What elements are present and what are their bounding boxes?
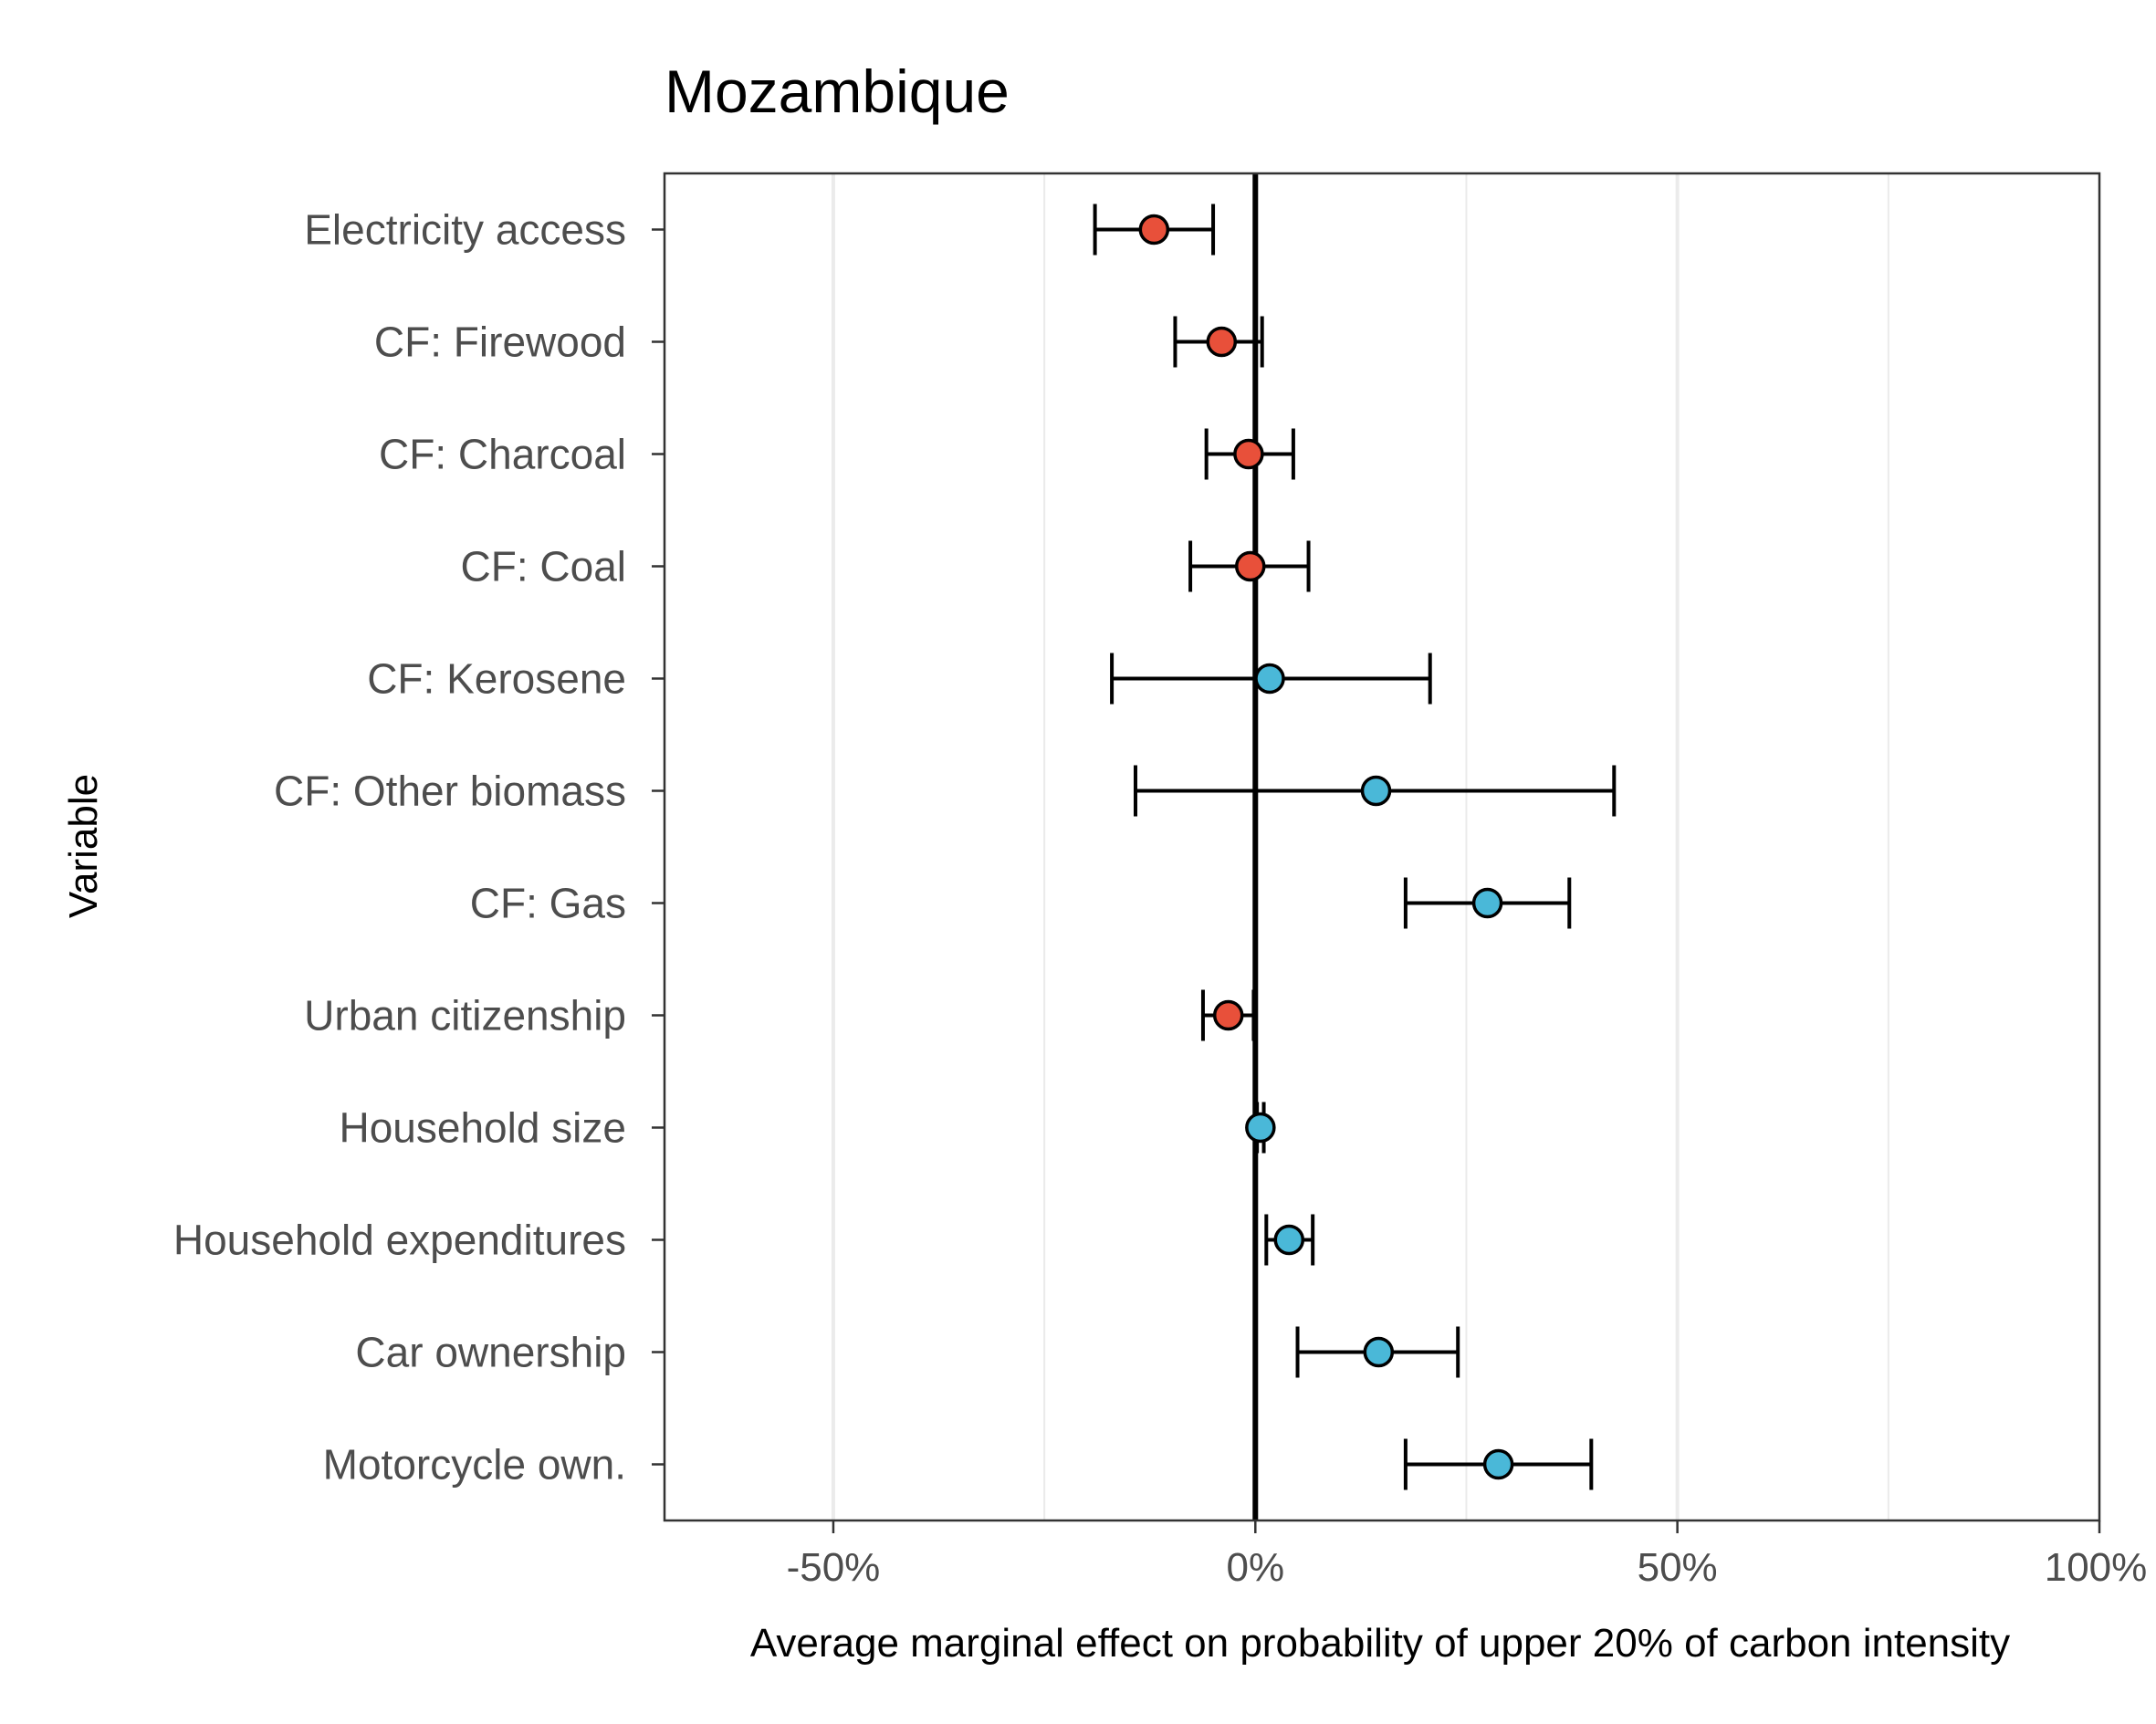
y-category-label: CF: Coal (461, 543, 626, 590)
estimate-point (1360, 775, 1392, 807)
x-tick-label: 100% (2045, 1545, 2148, 1590)
x-tick-label: 0% (1226, 1545, 1284, 1590)
y-category-label: Household size (339, 1104, 626, 1152)
estimate-point (1212, 999, 1244, 1031)
estimate-point (1273, 1224, 1305, 1256)
x-axis-ticks (832, 1520, 2101, 1533)
x-axis-tick-labels: -50% 0% 50% 100% (787, 1545, 2148, 1590)
x-tick-label: -50% (787, 1545, 881, 1590)
y-category-label: CF: Kerosene (367, 655, 626, 703)
estimate-point (1363, 1336, 1395, 1368)
y-axis-title: Variable (61, 774, 106, 918)
plot-panel-border (663, 172, 2101, 1522)
y-category-label: Motorcycle own. (323, 1441, 626, 1489)
estimate-point (1254, 663, 1285, 695)
gridlines (831, 173, 1889, 1520)
y-category-label: CF: Firewood (374, 319, 626, 366)
estimate-point (1138, 214, 1170, 246)
y-category-label: Household expenditures (173, 1217, 626, 1264)
y-category-label: CF: Charcoal (379, 431, 626, 478)
estimate-point (1471, 887, 1503, 919)
estimate-point (1245, 1112, 1276, 1144)
estimate-point (1233, 438, 1264, 470)
estimate-point (1234, 550, 1266, 582)
x-axis-title: Average marginal effect on probability o… (750, 1621, 2010, 1666)
y-category-label: Electricity access (304, 206, 626, 254)
x-tick-label: 50% (1638, 1545, 1718, 1590)
estimate-points (1138, 214, 1514, 1480)
y-category-label: CF: Gas (470, 880, 626, 927)
estimate-point (1206, 326, 1238, 358)
y-category-label: Car ownership (355, 1329, 626, 1376)
estimate-point (1482, 1448, 1514, 1480)
chart-title: Mozambique (665, 57, 1010, 125)
y-category-label: Urban citizenship (304, 992, 626, 1040)
y-axis-ticks (652, 228, 665, 1466)
y-category-label: CF: Other biomass (274, 768, 626, 815)
y-axis-category-labels: Electricity access CF: Firewood CF: Charco… (173, 206, 626, 1489)
